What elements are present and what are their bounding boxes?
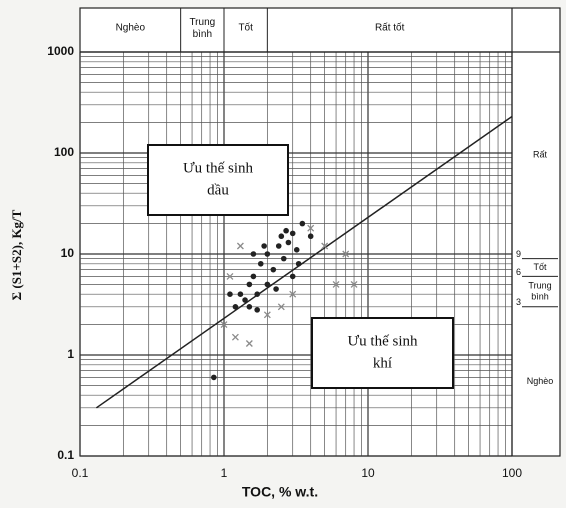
- x-tick-label: 1: [221, 466, 228, 480]
- point: [242, 297, 248, 303]
- point: [278, 233, 285, 240]
- point: [277, 303, 285, 311]
- point: [285, 239, 292, 246]
- band-label-line: Trung: [189, 17, 215, 28]
- annotation-box: [311, 317, 454, 389]
- point: [350, 280, 358, 288]
- right-band-label-line: Trung: [528, 281, 551, 291]
- point: [211, 374, 217, 381]
- right-band-label: Nghèo: [527, 376, 554, 386]
- point: [236, 242, 244, 250]
- threshold-label: 6: [516, 267, 521, 277]
- y-tick-label: 100: [54, 145, 74, 159]
- point: [250, 251, 257, 257]
- annotation-text: Ưu thế sinh: [183, 160, 253, 176]
- point: [307, 233, 314, 240]
- y-tick-label: 1000: [47, 44, 74, 58]
- point: [254, 291, 260, 297]
- point: [289, 230, 296, 237]
- point: [332, 280, 340, 288]
- point: [257, 260, 264, 267]
- right-band-label: Trung bình: [528, 281, 551, 302]
- point: [250, 273, 257, 280]
- point: [283, 227, 289, 234]
- trend-line: [95, 115, 513, 409]
- right-band-label-line: bình: [531, 292, 549, 302]
- band-label: Trung bình: [189, 17, 215, 40]
- x-tick-label: 10: [361, 466, 375, 480]
- x-tick-label: 100: [502, 466, 522, 480]
- point: [295, 260, 302, 267]
- point: [280, 255, 287, 262]
- point: [273, 286, 279, 292]
- annotation-text: Ưu thế sinh: [348, 333, 418, 349]
- point: [293, 247, 300, 253]
- point: [226, 272, 234, 280]
- point: [264, 281, 271, 288]
- y-axis-label: Σ (S1+S2), Kg/T: [9, 209, 24, 300]
- point: [289, 290, 297, 298]
- annotation-box: [147, 144, 289, 216]
- right-band-label: Tốt: [533, 262, 547, 272]
- point: [321, 242, 329, 250]
- annotation-text: khí: [373, 355, 392, 371]
- band-label: Rất tốt: [375, 22, 405, 34]
- point: [246, 304, 253, 310]
- point: [261, 243, 267, 249]
- x-axis-label: TOC, % w.t.: [242, 484, 318, 500]
- point: [237, 291, 244, 297]
- band-label: Nghèo: [116, 23, 146, 34]
- annotation-text: dầu: [207, 182, 229, 198]
- y-tick-label: 10: [61, 246, 75, 260]
- point: [289, 273, 296, 280]
- point: [245, 340, 253, 347]
- point: [227, 291, 233, 297]
- band-label-line: bình: [193, 29, 212, 40]
- point: [342, 250, 350, 258]
- x-tick-label: 0.1: [72, 466, 89, 480]
- threshold-label: 9: [516, 249, 521, 259]
- point: [232, 304, 239, 310]
- threshold-label: 3: [516, 297, 521, 307]
- point: [263, 311, 271, 319]
- point: [275, 243, 282, 249]
- right-band-label: Rất: [533, 150, 548, 160]
- point: [254, 307, 260, 313]
- point: [307, 224, 315, 232]
- point: [231, 333, 239, 341]
- point: [220, 321, 228, 329]
- y-tick-label: 0.1: [57, 448, 74, 462]
- point: [270, 266, 277, 273]
- band-label: Tốt: [238, 22, 253, 34]
- y-tick-label: 1: [67, 347, 74, 361]
- point: [264, 251, 271, 257]
- point: [299, 220, 306, 227]
- point: [246, 281, 253, 288]
